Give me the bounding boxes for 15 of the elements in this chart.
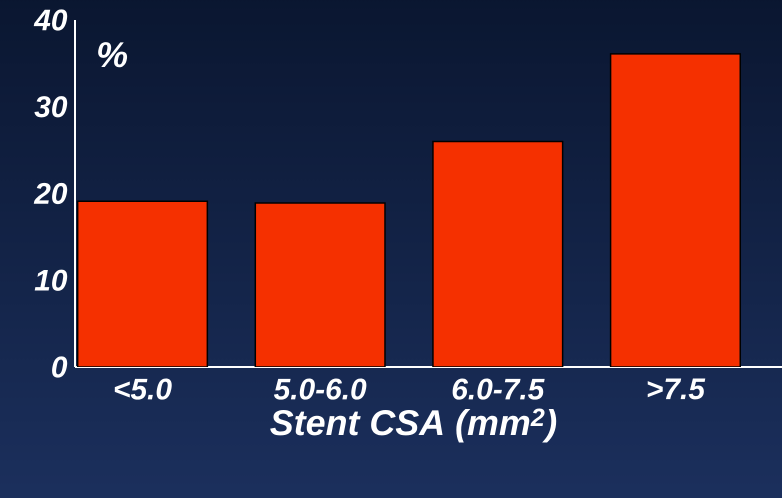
- y-axis-title: %: [98, 42, 128, 68]
- x-tick-label: 5.0-6.0: [274, 378, 366, 400]
- bar: [432, 140, 564, 367]
- x-tick-label: <5.0: [114, 378, 172, 400]
- y-tick-label: 20: [34, 182, 68, 204]
- y-tick-label: 40: [34, 9, 68, 31]
- bar: [610, 53, 742, 367]
- bar: [76, 200, 208, 367]
- x-axis-title: Stent CSA (mm$^{2}$): [270, 408, 556, 442]
- y-tick-label: 10: [34, 270, 68, 291]
- y-tick-label: 0: [52, 356, 68, 378]
- x-tick-label: >7.5: [648, 378, 706, 400]
- bar: [254, 202, 386, 367]
- y-tick-label: 30: [34, 96, 68, 118]
- x-tick-label: 6.0-7.5: [452, 378, 545, 400]
